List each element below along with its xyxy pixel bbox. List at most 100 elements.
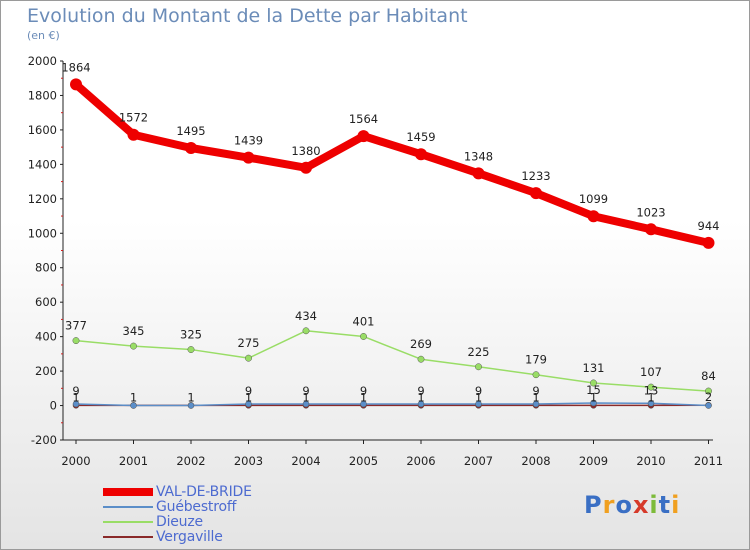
data-label: 1 <box>590 390 597 404</box>
data-point <box>645 223 657 236</box>
logo-letter: r <box>602 491 616 519</box>
legend-label: VAL-DE-BRIDE <box>156 484 252 500</box>
y-tick-label: 200 <box>35 364 57 378</box>
data-point <box>127 128 140 141</box>
data-point <box>590 379 597 387</box>
legend-swatch <box>103 488 153 496</box>
y-tick-label: 1200 <box>28 192 57 206</box>
data-label: 1 <box>647 390 654 404</box>
data-label: 1023 <box>636 205 665 219</box>
data-label: 9 <box>245 384 252 398</box>
data-label: 9 <box>360 384 367 398</box>
data-label: 84 <box>701 369 716 383</box>
x-tick-label: 2003 <box>234 454 263 468</box>
data-label: 325 <box>180 328 202 342</box>
y-tick-label: 1000 <box>28 226 57 240</box>
data-point <box>530 187 542 200</box>
data-point <box>130 402 137 409</box>
x-tick-label: 2004 <box>291 454 320 468</box>
data-point <box>417 400 425 408</box>
data-label: 131 <box>583 361 605 375</box>
data-point <box>417 355 425 363</box>
y-tick-label: 1800 <box>28 88 57 102</box>
data-point <box>415 148 427 161</box>
y-tick-label: 0 <box>50 399 57 413</box>
y-tick-label: 400 <box>35 330 57 344</box>
x-tick-label: 2007 <box>464 454 493 468</box>
data-label: 9 <box>72 384 79 398</box>
data-point <box>587 210 600 223</box>
data-label: 225 <box>468 345 490 359</box>
x-tick-label: 2002 <box>176 454 205 468</box>
data-point <box>705 402 712 409</box>
y-tick-label: -200 <box>31 433 57 447</box>
logo-letter: P <box>584 491 603 519</box>
data-point <box>360 400 367 408</box>
data-label: 1 <box>245 390 252 404</box>
legend-label: Guébestroff <box>156 499 237 515</box>
data-point <box>185 141 197 154</box>
data-label: 1348 <box>464 149 493 163</box>
series-line <box>75 330 710 392</box>
x-tick-label: 2005 <box>349 454 378 468</box>
data-label: 1 <box>532 390 539 404</box>
data-label: 1 <box>187 390 194 404</box>
data-point <box>187 346 195 354</box>
chart-title: Evolution du Montant de la Dette par Hab… <box>27 5 468 27</box>
data-point <box>702 236 715 249</box>
data-point <box>187 402 195 409</box>
data-label: 107 <box>640 365 662 379</box>
legend-swatch <box>103 536 153 538</box>
data-point <box>130 342 137 350</box>
data-point <box>647 383 655 391</box>
data-point <box>72 400 80 408</box>
legend-swatch <box>103 506 153 508</box>
data-point <box>532 371 540 379</box>
data-label: 9 <box>302 384 309 398</box>
data-point <box>360 333 367 340</box>
data-label: 1233 <box>521 169 550 183</box>
data-point <box>245 400 252 408</box>
data-label: 1099 <box>579 192 608 206</box>
legend-label: Dieuze <box>156 514 203 530</box>
data-point <box>475 400 482 408</box>
data-label: 1495 <box>176 124 205 138</box>
logo-letter: x <box>632 491 650 519</box>
x-tick-label: 2000 <box>61 454 90 468</box>
y-tick-label: 2000 <box>28 54 57 68</box>
data-point <box>532 400 540 408</box>
y-tick-label: 1600 <box>28 123 57 137</box>
data-point <box>647 400 655 407</box>
x-tick-label: 2006 <box>406 454 435 468</box>
data-label: 1 <box>130 390 137 404</box>
data-label: 1572 <box>119 111 148 125</box>
data-label: 1564 <box>349 112 378 126</box>
proxiti-logo: Proxiti <box>584 491 680 519</box>
data-point <box>72 337 80 345</box>
data-point <box>472 167 485 180</box>
data-label: 269 <box>410 337 432 351</box>
y-tick-label: 1400 <box>28 157 57 171</box>
data-label: 1380 <box>291 144 320 158</box>
chart-subtitle: (en €) <box>27 29 60 42</box>
data-point <box>302 400 310 408</box>
data-label: 9 <box>532 384 539 398</box>
data-label: 275 <box>238 336 260 350</box>
x-tick-label: 2001 <box>119 454 148 468</box>
x-tick-label: 2009 <box>579 454 608 468</box>
data-label: 1 <box>475 390 482 404</box>
data-label: 2 <box>705 390 712 404</box>
series-line <box>75 402 710 407</box>
logo-letter: i <box>671 491 681 519</box>
data-point <box>300 161 312 174</box>
data-label: 15 <box>586 383 601 397</box>
data-point <box>70 78 82 91</box>
x-tick-label: 2008 <box>521 454 550 468</box>
data-label: 179 <box>525 353 547 367</box>
data-label: 9 <box>475 384 482 398</box>
data-label: 401 <box>353 314 375 328</box>
data-point <box>705 387 712 395</box>
data-label: 13 <box>644 383 659 397</box>
data-label: 1 <box>417 390 424 404</box>
